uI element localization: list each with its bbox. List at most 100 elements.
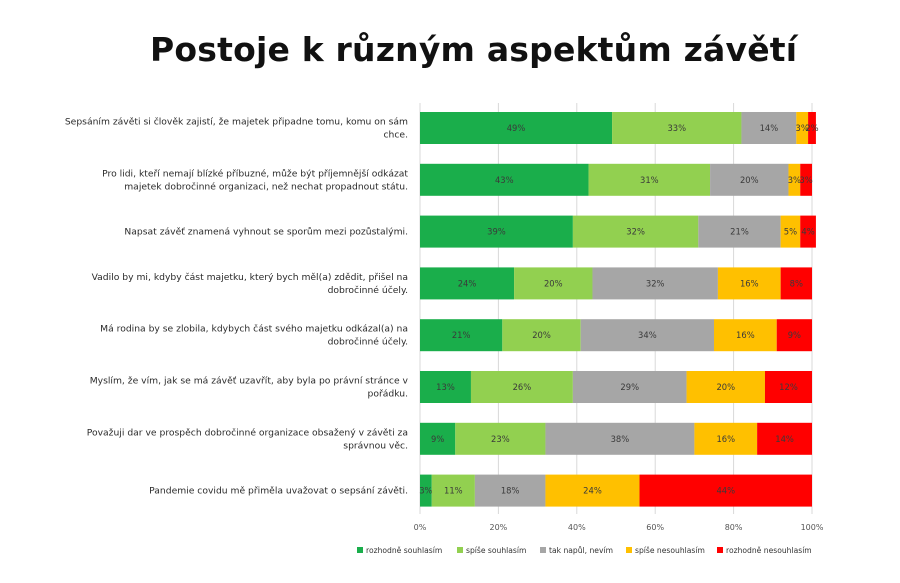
- data-label: 16%: [736, 330, 755, 340]
- legend-swatch: [540, 547, 546, 553]
- data-label: 9%: [431, 434, 444, 444]
- data-label: 26%: [513, 382, 532, 392]
- bar-segment: [580, 319, 714, 352]
- category-label: pořádku.: [368, 389, 408, 400]
- bar-segment: [592, 267, 718, 300]
- bar-segment: [710, 163, 789, 196]
- bar-segment: [717, 267, 781, 300]
- x-tick-label: 0%: [414, 523, 427, 532]
- bar-segment: [741, 112, 797, 144]
- bar-segment: [420, 267, 515, 300]
- bar-segment: [780, 215, 801, 248]
- data-label: 3%: [419, 486, 432, 496]
- bar-segment: [800, 215, 816, 248]
- category-label: dobročinné účely.: [328, 285, 408, 296]
- bar-segment: [788, 163, 801, 196]
- category-label: Pandemie covidu mě přiměla uvažovat o se…: [149, 486, 408, 497]
- category-label: Vadilo by mi, kdyby část majetku, který …: [92, 272, 408, 283]
- category-label: majetek dobročinné organizaci, než necha…: [124, 181, 408, 192]
- data-label: 31%: [640, 175, 659, 185]
- bar-segment: [714, 319, 777, 352]
- category-label: Považuji dar ve prospěch dobročinné orga…: [87, 427, 408, 438]
- data-label: 5%: [784, 227, 797, 237]
- bar-segment: [431, 474, 475, 507]
- category-label: Myslím, že vím, jak se má závěť uzavřít,…: [90, 376, 409, 387]
- legend-entry: rozhodně nesouhlasím: [726, 546, 812, 555]
- x-tick-label: 20%: [490, 523, 508, 532]
- category-label: chce.: [384, 130, 409, 141]
- data-label: 3%: [796, 123, 809, 133]
- data-label: 13%: [436, 382, 455, 392]
- data-label: 49%: [507, 123, 526, 133]
- x-axis-ticks: 0% 20% 40% 60% 80% 100%: [414, 523, 824, 532]
- data-label: 14%: [775, 434, 794, 444]
- data-label: 9%: [788, 330, 801, 340]
- bar-segment: [776, 319, 812, 352]
- bar-segment: [698, 215, 781, 248]
- data-label: 3%: [788, 175, 801, 185]
- data-label: 4%: [801, 227, 814, 237]
- data-label: 8%: [790, 278, 803, 288]
- legend-entry: rozhodně souhlasím: [366, 546, 442, 555]
- bars-layer: 49% 33% 14% 3%2%43% 31% 20% 3%3%39% 32% 21% 5% 4%2…: [419, 112, 819, 507]
- data-label: 20%: [716, 382, 735, 392]
- data-label: 33%: [667, 123, 686, 133]
- data-label: 20%: [544, 278, 563, 288]
- bar-segment: [420, 474, 432, 507]
- category-label: Pro lidi, kteří nemají blízké příbuzné, …: [102, 168, 408, 179]
- bar-segment: [545, 474, 640, 507]
- bar-segment: [612, 112, 742, 144]
- bar-segment: [757, 422, 812, 455]
- bar-segment: [455, 422, 546, 455]
- data-label: 11%: [444, 486, 463, 496]
- bar-segment: [502, 319, 581, 352]
- data-label: 2%: [805, 123, 818, 133]
- x-tick-label: 80%: [725, 523, 743, 532]
- legend-swatch: [717, 547, 723, 553]
- data-label: 34%: [638, 330, 657, 340]
- data-label: 14%: [760, 123, 779, 133]
- bar-segment: [639, 474, 812, 507]
- category-label: Napsat závěť znamená vyhnout se sporům m…: [124, 227, 408, 238]
- bar-segment: [588, 163, 711, 196]
- data-label: 16%: [716, 434, 735, 444]
- bar-segment: [420, 215, 573, 248]
- data-label: 3%: [799, 175, 812, 185]
- bar-segment: [572, 215, 699, 248]
- data-label: 24%: [583, 486, 602, 496]
- bar-segment: [420, 163, 589, 196]
- legend-swatch: [626, 547, 632, 553]
- bar-segment: [514, 267, 593, 300]
- data-label: 29%: [620, 382, 639, 392]
- bar-segment: [420, 422, 456, 455]
- legend-entry: spíše nesouhlasím: [635, 546, 705, 555]
- category-label: dobročinné účely.: [328, 337, 408, 348]
- x-tick-label: 40%: [568, 523, 586, 532]
- category-labels: Sepsáním závěti si člověk zajistí, že ma…: [65, 117, 409, 497]
- category-label: Má rodina by se zlobila, kdybych část sv…: [100, 324, 408, 335]
- data-label: 38%: [611, 434, 630, 444]
- data-label: 24%: [458, 278, 477, 288]
- data-label: 44%: [716, 486, 735, 496]
- data-label: 39%: [487, 227, 506, 237]
- bar-segment: [420, 112, 613, 144]
- data-label: 32%: [646, 278, 665, 288]
- data-label: 20%: [740, 175, 759, 185]
- data-label: 18%: [501, 486, 520, 496]
- data-label: 21%: [730, 227, 749, 237]
- chart-title: Postoje k různým aspektům závětí: [150, 30, 798, 69]
- legend-swatch: [357, 547, 363, 553]
- bar-segment: [808, 112, 816, 144]
- legend-entry: spíše souhlasím: [466, 546, 526, 555]
- bar-segment: [686, 371, 765, 403]
- bar-segment: [780, 267, 812, 300]
- data-label: 16%: [740, 278, 759, 288]
- data-label: 43%: [495, 175, 514, 185]
- bar-segment: [764, 371, 812, 403]
- data-label: 21%: [452, 330, 471, 340]
- bar-segment: [470, 371, 573, 403]
- bar-segment: [572, 371, 687, 403]
- data-label: 32%: [626, 227, 645, 237]
- legend-swatch: [457, 547, 463, 553]
